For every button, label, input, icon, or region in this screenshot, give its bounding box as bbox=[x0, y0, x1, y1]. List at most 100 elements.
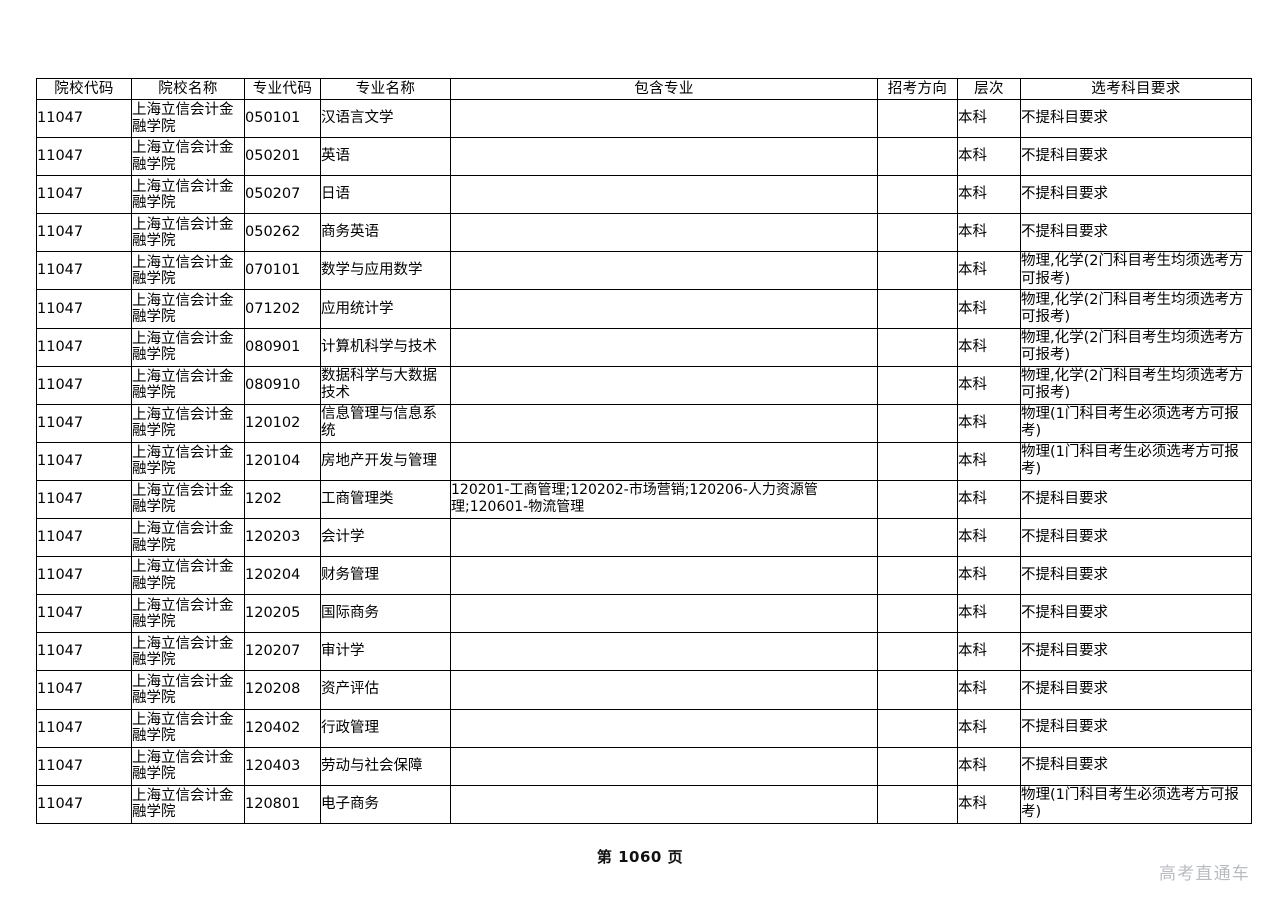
cell-subject-req: 不提科目要求 bbox=[1020, 98, 1252, 139]
cell-level: 本科 bbox=[957, 632, 1021, 672]
cell-major-name: 汉语言文学 bbox=[320, 98, 451, 139]
cell-direction bbox=[877, 594, 958, 634]
cell-major-code: 1202 bbox=[244, 479, 321, 520]
cell-major-name: 房地产开发与管理 bbox=[320, 441, 451, 481]
cell-includes bbox=[450, 632, 878, 672]
cell-major-name: 数据科学与大数据技术 bbox=[320, 365, 451, 405]
cell-level: 本科 bbox=[957, 670, 1021, 710]
cell-school-code: 11047 bbox=[36, 632, 132, 672]
cell-major-name: 英语 bbox=[320, 137, 451, 177]
cell-subject-req: 不提科目要求 bbox=[1020, 746, 1252, 786]
cell-school-name: 上海立信会计金融学院 bbox=[131, 556, 245, 596]
cell-school-name: 上海立信会计金融学院 bbox=[131, 746, 245, 786]
cell-major-code: 071202 bbox=[244, 289, 321, 329]
cell-school-code: 11047 bbox=[36, 213, 132, 253]
cell-major-code: 120403 bbox=[244, 746, 321, 786]
cell-direction bbox=[877, 327, 958, 367]
cell-major-name: 资产评估 bbox=[320, 670, 451, 710]
column-header-includes: 包含专业 bbox=[450, 78, 878, 100]
cell-level: 本科 bbox=[957, 365, 1021, 405]
cell-direction bbox=[877, 518, 958, 558]
cell-major-code: 080910 bbox=[244, 365, 321, 405]
cell-includes bbox=[450, 365, 878, 405]
cell-major-code: 120208 bbox=[244, 670, 321, 710]
cell-direction bbox=[877, 784, 958, 824]
table-row: 11047 上海立信会计金融学院 120205 国际商务 本科 不提科目要求 bbox=[36, 594, 1252, 634]
cell-major-code: 120205 bbox=[244, 594, 321, 634]
table-row: 11047 上海立信会计金融学院 1202 工商管理类 120201-工商管理;1202… bbox=[36, 479, 1252, 520]
table-row: 11047 上海立信会计金融学院 120203 会计学 本科 不提科目要求 bbox=[36, 518, 1252, 558]
column-header-subject-req: 选考科目要求 bbox=[1020, 78, 1252, 100]
cell-includes: 120201-工商管理;120202-市场营销;120206-人力资源管理;12… bbox=[450, 479, 878, 520]
cell-subject-req: 物理(1门科目考生必须选考方可报考) bbox=[1020, 403, 1252, 443]
cell-direction bbox=[877, 556, 958, 596]
cell-includes bbox=[450, 441, 878, 481]
cell-includes bbox=[450, 594, 878, 634]
cell-direction bbox=[877, 746, 958, 786]
cell-subject-req: 不提科目要求 bbox=[1020, 479, 1252, 520]
cell-major-name: 电子商务 bbox=[320, 784, 451, 824]
cell-includes bbox=[450, 556, 878, 596]
table-row: 11047 上海立信会计金融学院 080910 数据科学与大数据技术 本科 物理,化学(2… bbox=[36, 365, 1252, 405]
cell-major-code: 120204 bbox=[244, 556, 321, 596]
cell-includes bbox=[450, 403, 878, 443]
cell-includes bbox=[450, 289, 878, 329]
cell-major-name: 财务管理 bbox=[320, 556, 451, 596]
cell-subject-req: 不提科目要求 bbox=[1020, 556, 1252, 596]
cell-subject-req: 不提科目要求 bbox=[1020, 594, 1252, 634]
cell-major-name: 会计学 bbox=[320, 518, 451, 558]
table-row: 11047 上海立信会计金融学院 120204 财务管理 本科 不提科目要求 bbox=[36, 556, 1252, 596]
cell-major-name: 审计学 bbox=[320, 632, 451, 672]
cell-direction bbox=[877, 670, 958, 710]
table-row: 11047 上海立信会计金融学院 071202 应用统计学 本科 物理,化学(2门科目考生… bbox=[36, 289, 1252, 329]
cell-major-name: 日语 bbox=[320, 175, 451, 215]
table-row: 11047 上海立信会计金融学院 120403 劳动与社会保障 本科 不提科目要求 bbox=[36, 746, 1252, 786]
cell-direction bbox=[877, 441, 958, 481]
cell-level: 本科 bbox=[957, 289, 1021, 329]
cell-major-name: 数学与应用数学 bbox=[320, 251, 451, 291]
cell-subject-req: 物理,化学(2门科目考生均须选考方可报考) bbox=[1020, 289, 1252, 329]
cell-direction bbox=[877, 708, 958, 748]
table-row: 11047 上海立信会计金融学院 120402 行政管理 本科 不提科目要求 bbox=[36, 708, 1252, 748]
cell-school-code: 11047 bbox=[36, 746, 132, 786]
table-header-row: 院校代码 院校名称 专业代码 专业名称 包含专业 招考方向 层次 选考科目要求 bbox=[36, 78, 1252, 100]
column-header-school-code: 院校代码 bbox=[36, 78, 132, 100]
cell-school-code: 11047 bbox=[36, 251, 132, 291]
cell-major-code: 080901 bbox=[244, 327, 321, 367]
cell-school-code: 11047 bbox=[36, 784, 132, 824]
cell-school-code: 11047 bbox=[36, 556, 132, 596]
cell-direction bbox=[877, 289, 958, 329]
cell-school-name: 上海立信会计金融学院 bbox=[131, 479, 245, 520]
cell-school-code: 11047 bbox=[36, 327, 132, 367]
cell-direction bbox=[877, 175, 958, 215]
table-row: 11047 上海立信会计金融学院 050201 英语 本科 不提科目要求 bbox=[36, 137, 1252, 177]
cell-subject-req: 物理,化学(2门科目考生均须选考方可报考) bbox=[1020, 365, 1252, 405]
cell-school-code: 11047 bbox=[36, 518, 132, 558]
cell-level: 本科 bbox=[957, 327, 1021, 367]
cell-school-name: 上海立信会计金融学院 bbox=[131, 518, 245, 558]
table-row: 11047 上海立信会计金融学院 050101 汉语言文学 本科 不提科目要求 bbox=[36, 98, 1252, 139]
table-row: 11047 上海立信会计金融学院 120207 审计学 本科 不提科目要求 bbox=[36, 632, 1252, 672]
cell-school-name: 上海立信会计金融学院 bbox=[131, 784, 245, 824]
cell-includes bbox=[450, 670, 878, 710]
cell-major-code: 120102 bbox=[244, 403, 321, 443]
cell-school-code: 11047 bbox=[36, 98, 132, 139]
column-header-major-name: 专业名称 bbox=[320, 78, 451, 100]
table-row: 11047 上海立信会计金融学院 080901 计算机科学与技术 本科 物理,化学(2门科… bbox=[36, 327, 1252, 367]
cell-major-name: 应用统计学 bbox=[320, 289, 451, 329]
cell-subject-req: 不提科目要求 bbox=[1020, 175, 1252, 215]
cell-subject-req: 不提科目要求 bbox=[1020, 137, 1252, 177]
cell-direction bbox=[877, 251, 958, 291]
cell-includes bbox=[450, 98, 878, 139]
cell-major-code: 120207 bbox=[244, 632, 321, 672]
column-header-major-code: 专业代码 bbox=[244, 78, 321, 100]
cell-subject-req: 物理(1门科目考生必须选考方可报考) bbox=[1020, 784, 1252, 824]
cell-major-code: 070101 bbox=[244, 251, 321, 291]
cell-subject-req: 物理(1门科目考生必须选考方可报考) bbox=[1020, 441, 1252, 481]
cell-includes bbox=[450, 518, 878, 558]
cell-includes bbox=[450, 213, 878, 253]
table-body: 11047 上海立信会计金融学院 050101 汉语言文学 本科 不提科目要求 11047 上… bbox=[36, 98, 1252, 824]
cell-school-name: 上海立信会计金融学院 bbox=[131, 98, 245, 139]
table-row: 11047 上海立信会计金融学院 120801 电子商务 本科 物理(1门科目考生必须选考… bbox=[36, 784, 1252, 824]
